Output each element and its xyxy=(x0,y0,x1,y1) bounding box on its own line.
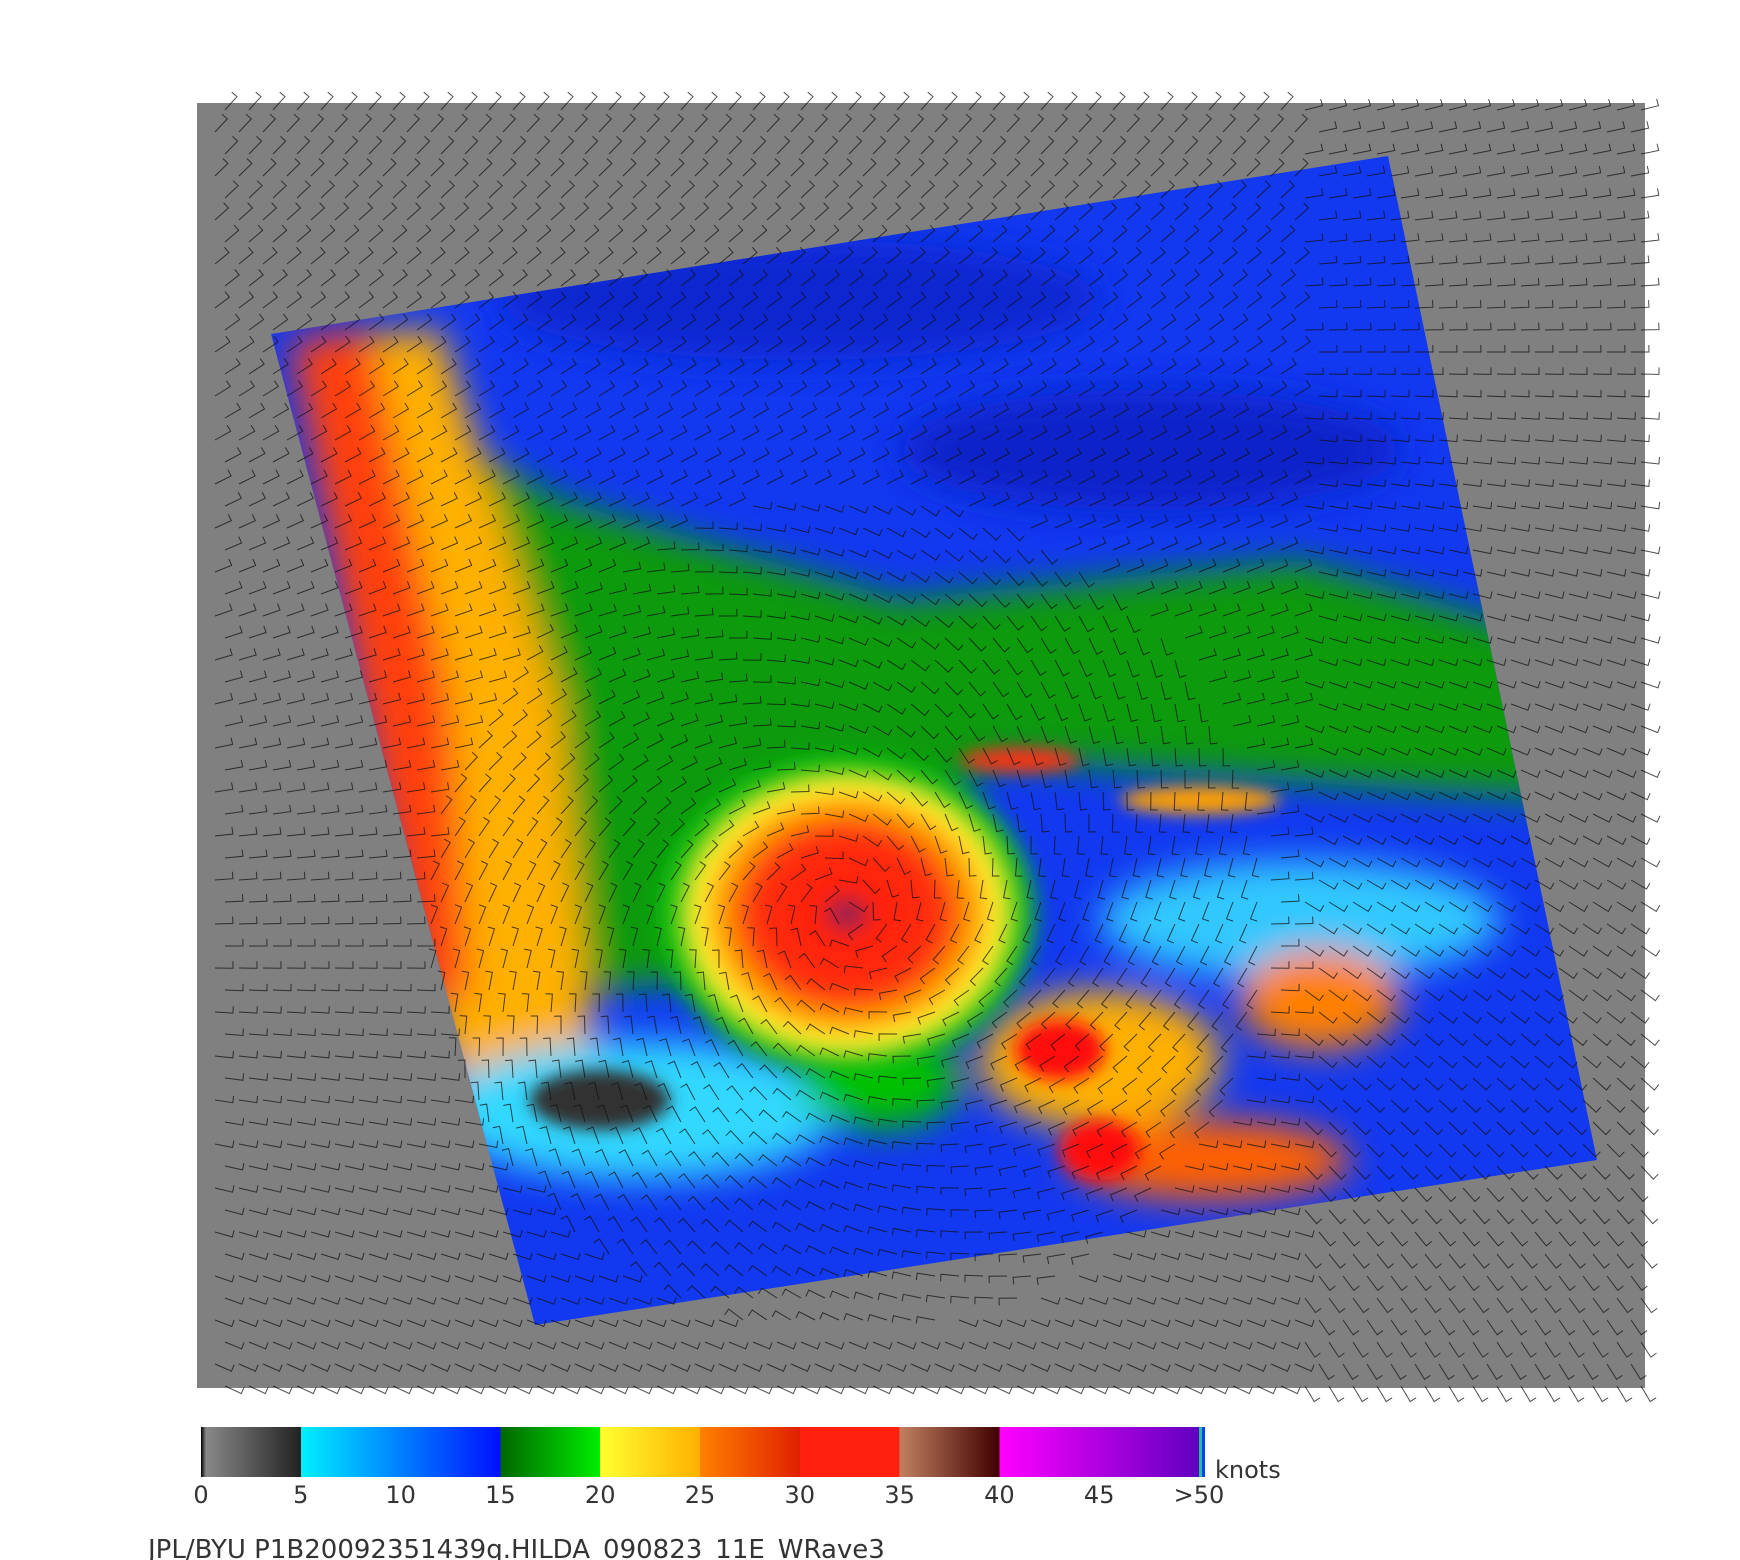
colorbar-tick-label: 30 xyxy=(785,1481,816,1509)
colorbar-tick-label: 25 xyxy=(685,1481,716,1509)
caption: JPL/BYU P1B20092351439q.HILDA_090823_11E… xyxy=(146,1535,885,1560)
wind-barbs xyxy=(214,91,1661,1403)
colorbar-tick-label: 0 xyxy=(193,1481,208,1509)
wind-swath xyxy=(271,156,1597,1325)
colorbar-tick-label: 40 xyxy=(984,1481,1015,1509)
colorbar-tail xyxy=(1199,1427,1202,1477)
colorbar xyxy=(201,1427,1199,1477)
colorbar-tick-label: 35 xyxy=(884,1481,915,1509)
colorbar-tail xyxy=(1202,1427,1205,1477)
colorbar-tick-label: 10 xyxy=(385,1481,416,1509)
colorbar-tick-label: 20 xyxy=(585,1481,616,1509)
colorbar-tick-label: >50 xyxy=(1174,1481,1225,1509)
colorbar-ticks: 0 5 10 15 20 25 30 35 40 45 >50 xyxy=(193,1481,1224,1509)
colorbar-tick-label: 45 xyxy=(1084,1481,1115,1509)
colorbar-unit: knots xyxy=(1215,1456,1281,1484)
colorbar-tick-label: 15 xyxy=(485,1481,516,1509)
barb-lines xyxy=(214,91,1661,1403)
colorbar-tick-label: 5 xyxy=(293,1481,308,1509)
